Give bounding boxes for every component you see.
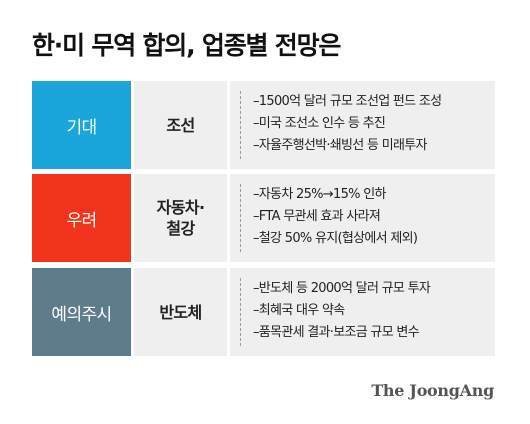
details-cell: –자동차 25%→15% 인하 –FTA 무관세 효과 사라져 –철강 50% …	[230, 174, 495, 262]
outlook-label: 기대	[32, 81, 131, 169]
sector-cell: 조선	[134, 81, 227, 169]
details-cell: –1500억 달러 규모 조선업 펀드 조성 –미국 조선소 인수 등 추진 –…	[230, 81, 495, 169]
page-title: 한·미 무역 합의, 업종별 전망은	[32, 31, 341, 60]
details-cell: –반도체 등 2000억 달러 규모 투자 –최혜국 대우 약속 –품목관세 결…	[230, 268, 495, 356]
dashed-divider	[240, 91, 241, 159]
detail-item: –최혜국 대우 약속	[253, 303, 345, 318]
sector-name-line-2: 철강	[166, 219, 195, 238]
detail-item: –1500억 달러 규모 조선업 펀드 조성	[253, 94, 442, 109]
detail-item: –FTA 무관세 효과 사라져	[253, 209, 381, 224]
detail-item: –자율주행선박·쇄빙선 등 미래투자	[253, 138, 427, 153]
detail-item: –품목관세 결과·보조금 규모 변수	[253, 325, 420, 340]
detail-item: –반도체 등 2000억 달러 규모 투자	[253, 281, 431, 296]
outlook-row-concern: 우려 자동차· 철강 –자동차 25%→15% 인하 –FTA 무관세 효과 사…	[32, 174, 495, 262]
sector-name: 조선	[166, 115, 195, 135]
details-list: –반도체 등 2000억 달러 규모 투자 –최혜국 대우 약속 –품목관세 결…	[230, 268, 495, 344]
detail-item: –철강 50% 유지(협상에서 제외)	[253, 231, 418, 246]
outlook-row-watch: 예의주시 반도체 –반도체 등 2000억 달러 규모 투자 –최혜국 대우 약…	[32, 268, 495, 356]
sector-cell: 자동차· 철강	[134, 174, 227, 262]
outlook-row-expectation: 기대 조선 –1500억 달러 규모 조선업 펀드 조성 –미국 조선소 인수 …	[32, 81, 495, 169]
dashed-divider	[240, 278, 241, 346]
outlook-label: 우려	[32, 174, 131, 262]
sector-name-line-1: 자동차·	[156, 198, 205, 217]
sector-name: 반도체	[159, 302, 202, 322]
details-list: –1500억 달러 규모 조선업 펀드 조성 –미국 조선소 인수 등 추진 –…	[230, 81, 495, 157]
outlook-label: 예의주시	[32, 268, 131, 356]
publisher-logo: The JoongAng	[371, 381, 494, 400]
sector-cell: 반도체	[134, 268, 227, 356]
dashed-divider	[240, 184, 241, 252]
detail-item: –자동차 25%→15% 인하	[253, 187, 386, 202]
detail-item: –미국 조선소 인수 등 추진	[253, 116, 386, 131]
details-list: –자동차 25%→15% 인하 –FTA 무관세 효과 사라져 –철강 50% …	[230, 174, 495, 250]
